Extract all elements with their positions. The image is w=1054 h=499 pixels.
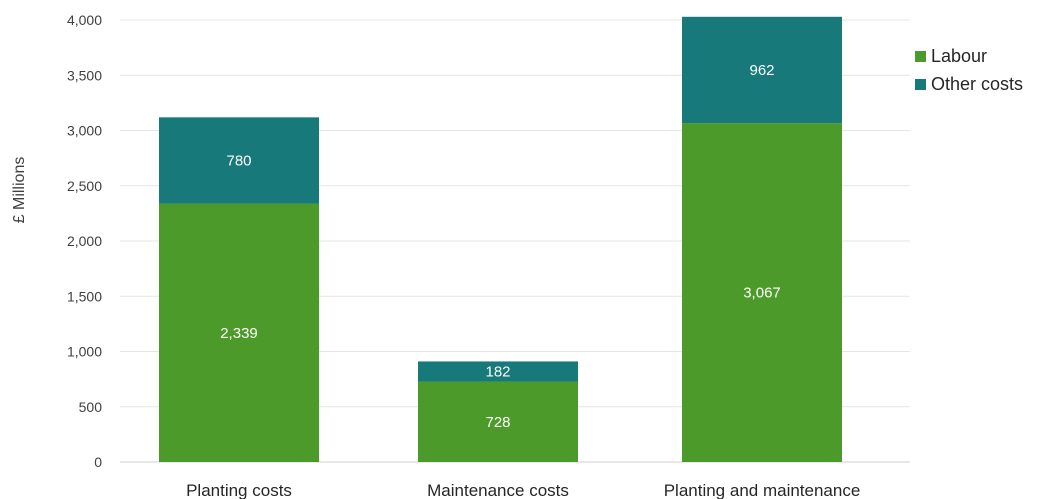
data-label: 728: [485, 414, 510, 431]
bar-labour: [418, 381, 578, 462]
data-label: 780: [226, 152, 251, 169]
legend-swatch: [915, 79, 926, 90]
legend-swatch: [915, 51, 926, 62]
y-tick-label: 0: [94, 454, 102, 470]
data-label: 962: [749, 62, 774, 79]
y-tick-label: 2,500: [67, 178, 102, 194]
x-tick-label: Planting and maintenance: [664, 481, 861, 499]
bar-other-costs: [682, 16, 842, 124]
bar-labour: [682, 123, 842, 462]
bars: [159, 16, 842, 462]
x-tick-label: Maintenance costs: [427, 481, 569, 499]
y-tick-label: 3,000: [67, 123, 102, 139]
y-tick-label: 4,000: [67, 12, 102, 28]
y-tick-label: 3,500: [67, 67, 102, 83]
legend-label: Labour: [931, 46, 987, 66]
bar-labour: [159, 203, 319, 462]
y-tick-label: 500: [79, 399, 103, 415]
x-tick-label: Planting costs: [186, 481, 292, 499]
bar-other-costs: [159, 117, 319, 204]
data-labels: 2,339 780 728 182 3,067 962: [220, 62, 781, 431]
y-axis-title: £ Millions: [11, 157, 28, 224]
data-label: 182: [485, 364, 510, 381]
data-label: 2,339: [220, 325, 258, 342]
y-tick-label: 1,000: [67, 344, 102, 360]
legend: Labour Other costs: [915, 46, 1023, 94]
y-tick-label: 1,500: [67, 288, 102, 304]
legend-label: Other costs: [931, 74, 1023, 94]
data-label: 3,067: [743, 285, 781, 302]
x-axis: Planting costs Maintenance costs Planting …: [186, 481, 860, 499]
y-tick-label: 2,000: [67, 233, 102, 249]
bar-other-costs: [418, 361, 578, 382]
y-axis: 0 500 1,000 1,500 2,000 2,500 3,000 3,500 4,000: [67, 12, 102, 470]
